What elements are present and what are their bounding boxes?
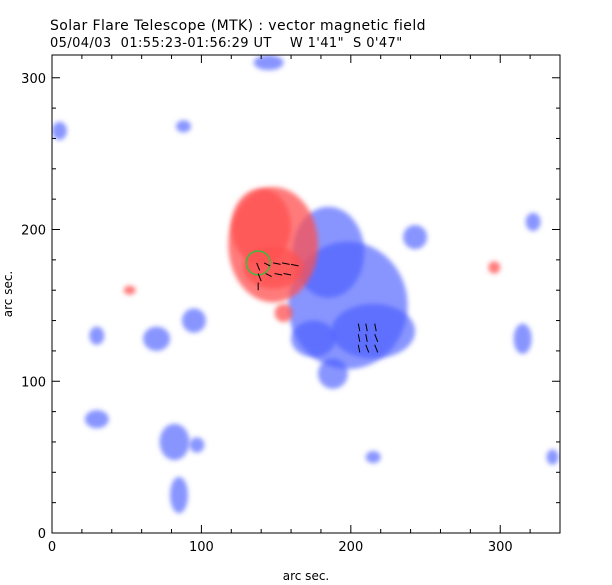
negative-field-region (403, 224, 428, 250)
transverse-field-vector (374, 323, 377, 332)
transverse-field-vector (290, 263, 299, 267)
transverse-field-vector (357, 334, 361, 342)
x-tick-label: 200 (338, 540, 363, 555)
chart-title: Solar Flare Telescope (MTK) : vector mag… (50, 18, 426, 34)
negative-field-region (525, 212, 541, 232)
transverse-field-vector (365, 344, 370, 353)
negative-field-region (513, 323, 532, 354)
vector-layer (245, 250, 379, 353)
transverse-field-vector (257, 273, 262, 282)
y-axis-label: arc sec. (1, 271, 15, 317)
positive-field-region (243, 246, 304, 289)
negative-field-region (546, 449, 559, 465)
transverse-field-vector (274, 273, 283, 276)
negative-field-region (84, 410, 109, 429)
positive-field-region (488, 261, 501, 274)
x-tick-label: 0 (48, 540, 56, 555)
positive-field-region (123, 285, 136, 295)
y-tick-label: 300 (21, 72, 46, 87)
negative-field-region (176, 120, 191, 133)
transverse-field-vector (357, 344, 361, 353)
negative-field-region (291, 320, 336, 357)
negative-field-region (52, 121, 67, 140)
positive-field-region (231, 188, 292, 265)
transverse-field-vector (365, 334, 368, 342)
negative-field-region (331, 303, 416, 359)
negative-field-region (253, 55, 284, 71)
negative-field-region (181, 308, 206, 333)
field-layer (52, 55, 559, 514)
x-tick-label: 100 (189, 540, 214, 555)
transverse-field-vector (256, 262, 261, 271)
transverse-field-vector (283, 273, 292, 276)
negative-field-region (365, 451, 381, 464)
transverse-field-vector (263, 262, 271, 267)
x-tick-label: 300 (488, 540, 513, 555)
transverse-field-vector (273, 262, 281, 265)
transverse-field-vector (374, 344, 379, 353)
transverse-field-vector (365, 323, 368, 332)
y-tick-label: 100 (21, 375, 46, 390)
transverse-field-vector (265, 273, 272, 277)
plot-frame (51, 54, 561, 534)
transverse-field-vector (374, 334, 379, 342)
negative-field-region (143, 326, 171, 351)
x-axis-label: arc sec. (283, 569, 329, 583)
negative-field-region (159, 423, 190, 461)
transverse-field-vector (281, 262, 290, 265)
negative-field-region (170, 476, 188, 514)
y-tick-label: 0 (38, 527, 46, 542)
chart-subtitle: 05/04/03 01:55:23-01:56:29 UT W 1'41" S … (50, 36, 403, 51)
positive-field-region (274, 303, 293, 323)
axis-layer: 0 100 200 300 0 100 200 300 (21, 55, 561, 555)
negative-field-region (317, 358, 348, 389)
y-tick-label: 200 (21, 224, 46, 239)
negative-field-region (89, 326, 105, 345)
negative-field-region (189, 437, 205, 453)
transverse-field-vector (357, 323, 361, 332)
